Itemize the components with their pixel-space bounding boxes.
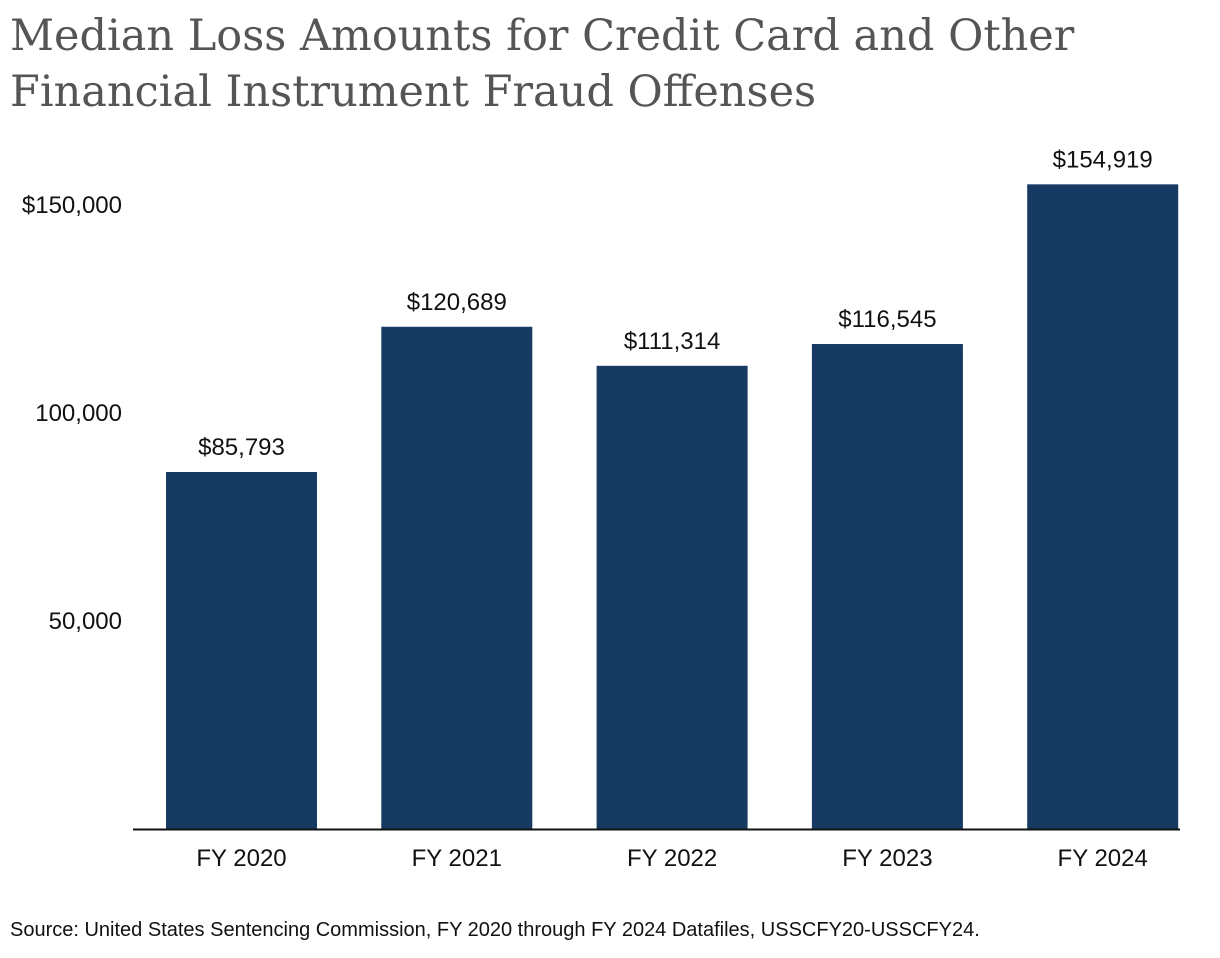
y-tick-label: $150,000: [22, 192, 122, 219]
chart-title: Median Loss Amounts for Credit Card and …: [10, 11, 1075, 117]
bar: [811, 344, 963, 829]
bar: [596, 365, 748, 829]
y-tick-label: 100,000: [35, 400, 122, 427]
data-label: $154,919: [1053, 146, 1153, 173]
x-tick-label: FY 2024: [1058, 845, 1148, 872]
bar: [166, 471, 317, 829]
x-tick-label: FY 2022: [627, 845, 717, 872]
bar: [381, 326, 533, 829]
data-label: $120,689: [407, 289, 507, 316]
data-label: $116,545: [838, 306, 936, 333]
x-tick-label: FY 2023: [842, 845, 932, 872]
x-tick-label: FY 2021: [412, 845, 502, 872]
y-tick-label: 50,000: [49, 608, 122, 635]
bar: [1027, 184, 1179, 830]
source-note: Source: United States Sentencing Commiss…: [10, 919, 980, 941]
x-tick-label: FY 2020: [196, 845, 286, 872]
data-label: $111,314: [624, 328, 721, 355]
data-label: $85,793: [198, 434, 285, 461]
